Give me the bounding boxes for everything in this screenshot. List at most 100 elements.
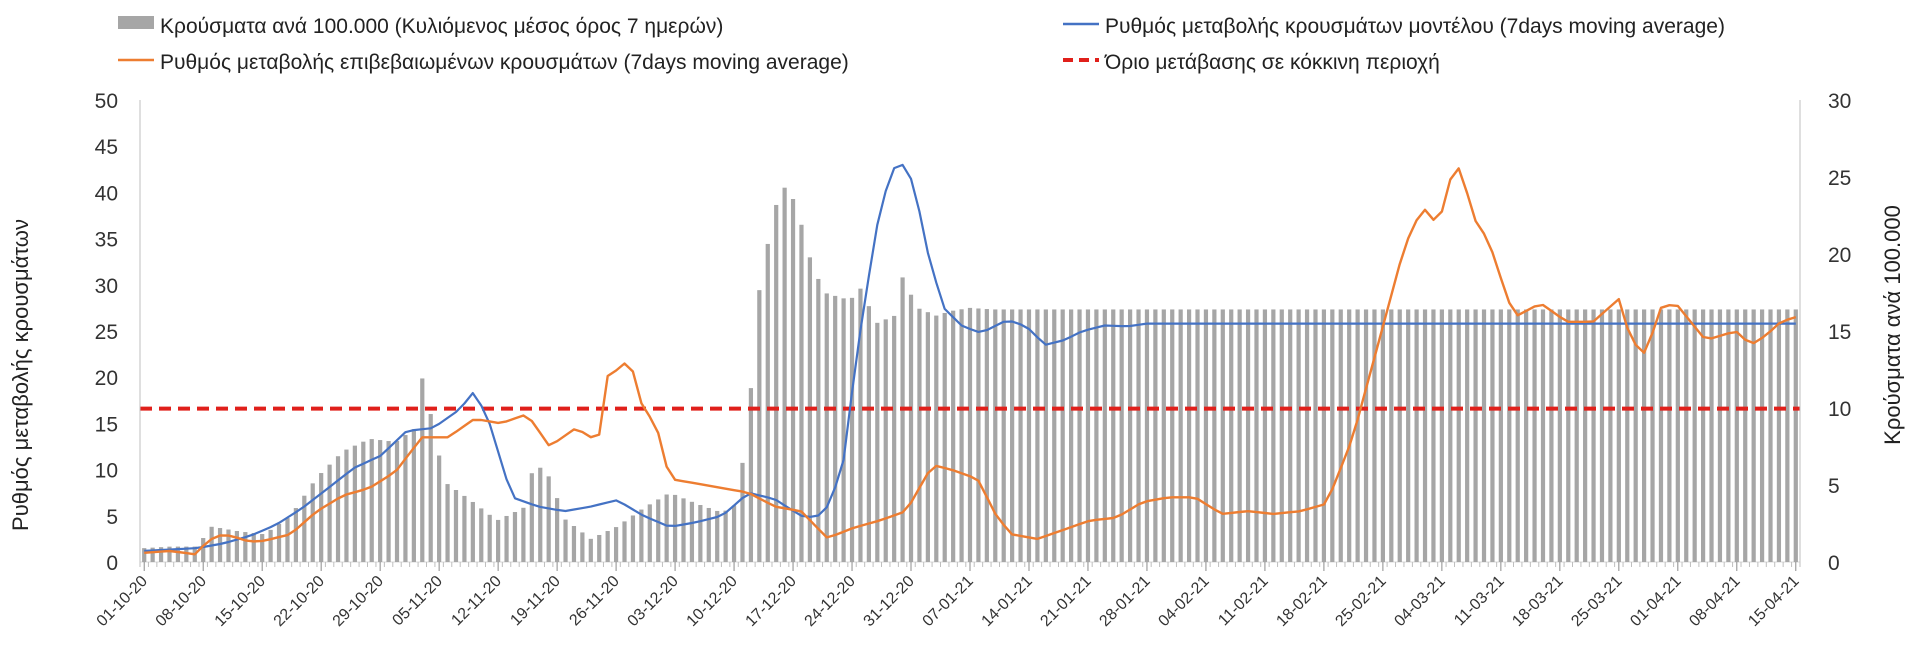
legend-item-bars[interactable]: Κρούσματα ανά 100.000 (Κυλιόμενος μέσος …	[118, 15, 723, 38]
bar	[352, 445, 357, 562]
bar	[816, 278, 821, 562]
bar	[1144, 309, 1150, 562]
legend-label-bars: Κρούσματα ανά 100.000 (Κυλιόμενος μέσος …	[160, 15, 723, 38]
bar	[1363, 309, 1369, 562]
bar	[462, 495, 467, 562]
y-tick-left: 15	[95, 413, 118, 436]
bar	[1035, 309, 1040, 562]
bar	[1355, 309, 1360, 562]
bar	[613, 527, 619, 562]
x-tick-label: 15-10-20	[212, 573, 269, 630]
x-tick-label: 25-02-21	[1332, 573, 1389, 630]
bar	[1397, 309, 1402, 562]
bar	[512, 512, 518, 562]
legend-label-threshold: Όριο μετάβασης σε κόκκινη περιοχή	[1104, 51, 1440, 74]
bar	[597, 534, 602, 562]
bar	[538, 467, 543, 562]
bar	[1608, 309, 1613, 562]
bar	[1338, 309, 1343, 562]
bar	[1094, 309, 1099, 562]
legend-label-model: Ρυθμός μεταβολής κρουσμάτων μοντέλου (7d…	[1105, 15, 1725, 38]
legend-item-model[interactable]: Ρυθμός μεταβολής κρουσμάτων μοντέλου (7d…	[1063, 15, 1725, 38]
x-tick-label: 22-10-20	[271, 573, 328, 630]
bar	[1389, 309, 1394, 562]
x-tick-label: 18-02-21	[1273, 573, 1330, 630]
legend-swatch-bars	[118, 16, 154, 29]
bar	[1599, 309, 1605, 562]
bar	[1077, 309, 1082, 562]
bar	[892, 315, 897, 562]
bar	[706, 507, 711, 562]
bar	[942, 312, 947, 562]
bar	[260, 534, 265, 562]
bar	[1069, 309, 1074, 562]
y-tick-left: 50	[95, 90, 118, 113]
bar	[167, 546, 172, 562]
bar	[833, 295, 838, 562]
bar	[588, 538, 593, 562]
x-tick-label: 11-03-21	[1451, 573, 1508, 630]
bar	[1119, 309, 1124, 562]
bar	[243, 532, 248, 562]
bar	[428, 414, 433, 562]
bar	[226, 529, 231, 562]
bar	[1743, 309, 1748, 562]
bar	[1793, 309, 1798, 562]
bar	[1498, 309, 1503, 562]
bar	[1540, 309, 1546, 562]
bars-series	[142, 187, 1798, 562]
bar	[1245, 309, 1251, 562]
bar	[1650, 309, 1655, 562]
bar	[1372, 309, 1377, 562]
legend-item-threshold[interactable]: Όριο μετάβασης σε κόκκινη περιοχή	[1063, 51, 1440, 74]
x-tick-label: 21-01-21	[1037, 573, 1094, 630]
bar	[1414, 309, 1419, 562]
bar	[1422, 309, 1428, 562]
bar	[403, 435, 408, 562]
x-tick-label: 12-11-20	[448, 573, 505, 630]
bar	[1178, 309, 1183, 562]
bar	[1684, 309, 1689, 562]
bar	[563, 519, 568, 562]
bar	[521, 507, 526, 562]
bar	[1439, 309, 1444, 562]
bar	[1515, 309, 1520, 562]
bar	[361, 441, 366, 562]
bar	[411, 429, 416, 562]
bar	[1203, 309, 1209, 562]
x-tick-label: 25-03-21	[1568, 573, 1625, 630]
bar	[1574, 309, 1579, 562]
bar	[504, 515, 509, 562]
bar	[310, 483, 315, 562]
bar	[1237, 309, 1242, 562]
bar	[790, 199, 796, 562]
bar	[142, 548, 147, 562]
bar	[319, 473, 324, 562]
bar	[1304, 309, 1310, 562]
bar	[1566, 309, 1571, 562]
bar	[689, 501, 695, 562]
y-axis-right-title: Κρούσματα ανά 100.000	[1880, 205, 1905, 445]
x-tick-label: 05-11-20	[389, 573, 446, 630]
bar	[1726, 309, 1731, 562]
bar	[1785, 309, 1790, 562]
y-tick-left: 30	[95, 275, 118, 298]
bar	[951, 310, 956, 562]
bar	[1136, 309, 1141, 562]
bar	[479, 508, 484, 562]
x-tick-label: 14-01-21	[979, 573, 1036, 630]
bar	[251, 533, 256, 562]
bar	[369, 439, 374, 562]
y-tick-left: 5	[106, 506, 118, 529]
bar	[1591, 309, 1596, 562]
legend-item-confirmed[interactable]: Ρυθμός μεταβολής επιβεβαιωμένων κρουσμάτ…	[118, 51, 849, 74]
x-tick-label: 04-02-21	[1155, 573, 1212, 630]
bar	[1313, 309, 1318, 562]
x-tick-label: 01-10-20	[94, 573, 151, 630]
x-tick-label: 08-10-20	[153, 573, 210, 630]
bar	[1751, 309, 1756, 562]
bar	[1633, 309, 1638, 562]
bar	[1557, 309, 1562, 562]
bar	[1330, 309, 1335, 562]
